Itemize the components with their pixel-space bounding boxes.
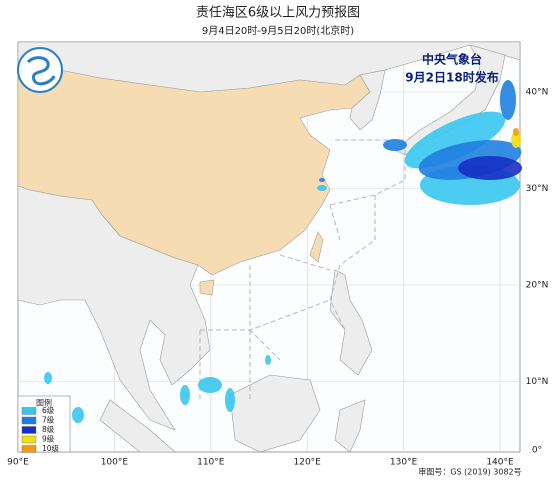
wind-areas (44, 80, 522, 423)
land-borneo (229, 374, 321, 453)
land-taiwan (309, 231, 324, 263)
lon-label: 100°E (101, 458, 129, 468)
approval-number: 审图号：GS (2019) 3082号 (418, 467, 521, 477)
lon-label: 110°E (197, 458, 225, 468)
legend-swatch (21, 416, 37, 425)
land-sulawesi (334, 399, 366, 453)
legend-swatch (21, 435, 37, 444)
map-subtitle: 9月4日20时-9月5日20时(北京时) (202, 24, 354, 37)
logo-mark (26, 56, 56, 86)
legend-swatch (21, 407, 37, 415)
map-frame (17, 41, 522, 453)
land-sumatra (99, 399, 176, 453)
land-hainan (199, 279, 215, 296)
issuer-name: 中央气象台 (422, 52, 482, 67)
lon-label: 140°E (486, 458, 514, 468)
lat-label: 0° (532, 446, 542, 456)
land-korea (349, 69, 386, 131)
lon-label: 130°E (390, 458, 418, 468)
sea-area-boundary (199, 139, 406, 400)
wind-area (383, 139, 407, 151)
legend-swatch (21, 426, 37, 434)
legend-label: 7级 (42, 415, 55, 425)
wind-area (317, 185, 327, 191)
land-philippines (329, 269, 373, 376)
wind-area (458, 156, 522, 180)
lat-label: 40°N (526, 88, 549, 98)
legend-swatch (21, 445, 37, 453)
wind-area (72, 407, 84, 423)
wind-area (44, 372, 52, 384)
lon-label: 120°E (294, 458, 322, 468)
wind-area (513, 128, 519, 136)
legend-label: 10级 (42, 443, 60, 453)
legend-label: 9级 (42, 434, 55, 444)
lat-label: 30°N (526, 184, 549, 194)
wind-area (319, 178, 325, 182)
wind-area (511, 132, 521, 148)
legend-title: 图例 (36, 398, 52, 408)
wind-area (265, 355, 271, 365)
issue-time: 9月2日18时发布 (405, 70, 498, 85)
lon-label: 90°E (7, 458, 29, 468)
lat-label: 10°N (526, 377, 549, 387)
wind-area (404, 111, 506, 169)
lat-label: 20°N (526, 281, 549, 291)
wind-area (198, 377, 222, 393)
legend-label: 8级 (42, 424, 55, 434)
wind-area (500, 80, 516, 120)
map-title: 责任海区6级以上风力预报图 (196, 6, 360, 21)
wind-area (180, 385, 190, 405)
legend-label: 6级 (42, 405, 55, 415)
wind-area (225, 388, 235, 412)
land-indochina (17, 185, 211, 431)
